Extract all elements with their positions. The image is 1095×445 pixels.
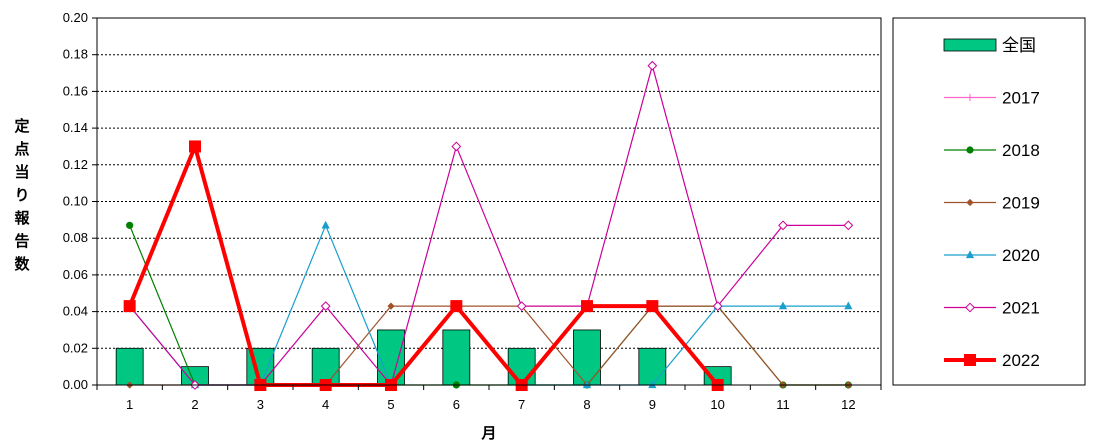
y-tick-label: 0.04 [63, 304, 88, 319]
y-tick-label: 0.14 [63, 120, 88, 135]
marker-triangle [965, 250, 975, 259]
series-line [129, 63, 849, 387]
legend-box [892, 17, 1086, 386]
x-tick-label: 1 [126, 397, 133, 412]
marker-square [450, 300, 463, 313]
marker-diamond-open [843, 220, 854, 231]
series-2018 [126, 221, 852, 389]
bar-zenkoku [115, 347, 144, 386]
line-series [123, 60, 854, 391]
series-2020 [125, 220, 853, 389]
y-tick-label: 0.20 [63, 10, 88, 25]
x-tick-label: 9 [649, 397, 656, 412]
marker-diamond [387, 302, 395, 310]
x-axis-label: 月 [480, 424, 496, 442]
legend-item-全国: 全国 [943, 36, 1036, 55]
x-tick-label: 8 [583, 397, 590, 412]
y-tick-label: 0.00 [63, 377, 88, 392]
legend-label: 2018 [1002, 141, 1040, 160]
marker-diamond-open [516, 301, 527, 312]
marker-triangle [778, 301, 788, 310]
bar-series [115, 329, 732, 386]
legend-label: 全国 [1002, 36, 1036, 55]
marker-diamond-open [965, 302, 975, 313]
legend-label: 2020 [1002, 246, 1040, 265]
bar-zenkoku [573, 329, 601, 386]
marker-triangle [648, 380, 657, 389]
marker-circle [966, 146, 974, 154]
marker-diamond-open [451, 141, 462, 152]
marker-triangle [321, 220, 330, 229]
marker-diamond-open [647, 60, 658, 71]
x-tick-label: 10 [710, 397, 724, 412]
legend-swatch [943, 38, 997, 52]
marker-square [189, 140, 201, 153]
grid-lines [97, 54, 881, 349]
y-tick-label: 0.02 [63, 340, 88, 355]
legend-item-2017: 2017 [944, 89, 1040, 108]
marker-diamond-open [320, 301, 331, 312]
y-axis-ticks: 0.00 0.02 0.04 0.06 0.08 0.10 0.12 0.14 0.16 0.18… [63, 10, 97, 392]
bar-zenkoku [377, 329, 405, 386]
y-tick-label: 0.08 [63, 230, 88, 245]
marker-square [581, 300, 593, 313]
series-2021 [124, 60, 854, 390]
marker-diamond-open [712, 301, 723, 312]
y-tick-label: 0.06 [63, 267, 88, 282]
marker-square [123, 300, 136, 313]
series-line [127, 140, 720, 389]
legend-label: 2022 [1002, 351, 1040, 370]
legend-item-2020: 2020 [944, 246, 1040, 265]
y-tick-label: 0.10 [63, 194, 88, 209]
y-tick-label: 0.16 [63, 83, 88, 98]
x-axis-ticks: 1 2 3 4 5 6 7 8 9 10 11 12 [96, 385, 882, 412]
legend-item-2019: 2019 [944, 194, 1040, 213]
marker-triangle [582, 380, 592, 389]
x-tick-label: 7 [518, 397, 525, 412]
y-tick-label: 0.18 [63, 47, 88, 62]
x-tick-label: 3 [257, 397, 264, 412]
series-2022 [123, 140, 724, 391]
marker-diamond [966, 198, 974, 207]
legend-label: 2017 [1002, 89, 1040, 108]
x-tick-label: 12 [841, 397, 855, 412]
marker-square [964, 354, 976, 366]
marker-diamond-open [778, 220, 788, 231]
x-tick-label: 4 [322, 397, 329, 412]
legend-label: 2019 [1002, 194, 1040, 213]
legend-item-2022: 2022 [944, 351, 1040, 370]
marker-circle [126, 221, 134, 229]
legend: 全国 2017 2018 2019 2020 2021 2022 [943, 36, 1040, 370]
legend-item-2018: 2018 [944, 141, 1040, 160]
legend-label: 2021 [1002, 299, 1040, 318]
x-tick-label: 2 [191, 397, 198, 412]
marker-square [646, 300, 659, 313]
legend-item-2021: 2021 [944, 299, 1040, 318]
bar-zenkoku [638, 347, 667, 386]
x-tick-label: 5 [387, 397, 394, 412]
y-tick-label: 0.12 [63, 157, 88, 172]
x-tick-label: 11 [776, 397, 790, 412]
marker-triangle [844, 301, 853, 310]
x-tick-label: 6 [453, 397, 460, 412]
bar-zenkoku [442, 329, 471, 386]
y-axis-label: 定点当り報告数 [14, 117, 30, 273]
